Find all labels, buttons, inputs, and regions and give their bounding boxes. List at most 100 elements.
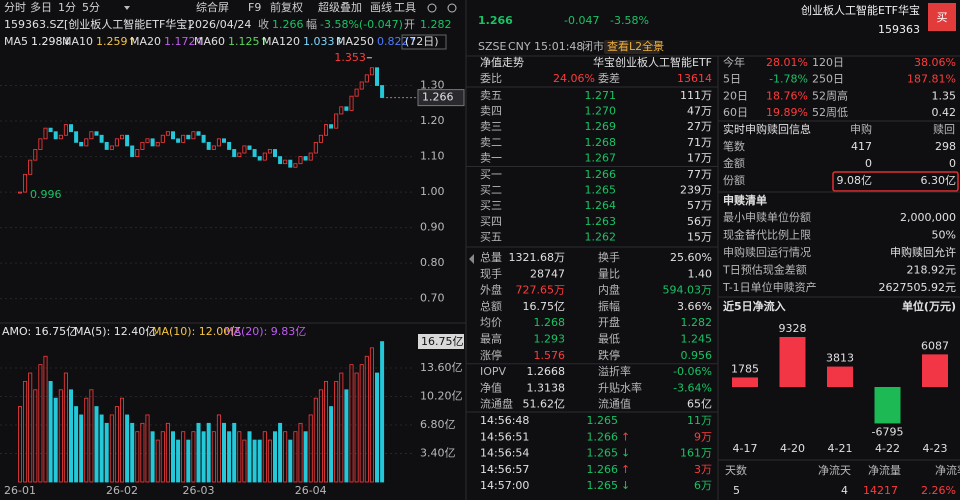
volume-bar xyxy=(89,389,94,483)
volume-bar xyxy=(84,397,89,483)
sub-value: 0 xyxy=(865,157,872,170)
perf-value: 0.42 xyxy=(932,106,957,119)
level-label: 卖一 xyxy=(480,151,502,164)
tool-button[interactable]: F9 xyxy=(248,1,261,14)
y-tick-label: 1.00 xyxy=(420,185,445,198)
level-label: 卖二 xyxy=(480,136,502,149)
volume-bar xyxy=(313,397,318,483)
favorite-icon[interactable] xyxy=(427,3,437,13)
volume-bar xyxy=(104,422,109,483)
candle xyxy=(114,138,119,147)
tab[interactable]: 分时 xyxy=(4,1,26,14)
volume-bar xyxy=(53,397,58,483)
flow-label: -6795 xyxy=(872,425,904,438)
volume-bar xyxy=(359,364,364,483)
candle xyxy=(247,145,252,150)
volume-bar xyxy=(145,414,150,483)
candle xyxy=(79,141,84,147)
volume-bar xyxy=(334,381,339,483)
volume-bar xyxy=(293,431,298,483)
volume-bar xyxy=(58,389,63,483)
trade-price: 1.266 xyxy=(587,463,619,476)
stat-value: 727.65万 xyxy=(516,284,566,297)
sub-label: 笔数 xyxy=(723,139,745,153)
settings-icon[interactable] xyxy=(447,3,457,13)
candle xyxy=(257,156,262,161)
tab[interactable]: 多日 xyxy=(30,0,52,14)
period-box[interactable] xyxy=(401,34,447,50)
trade-price: 1.265 xyxy=(587,479,619,492)
volume-bar xyxy=(33,389,38,483)
list-label: 现金替代比例上限 xyxy=(723,228,811,242)
candle xyxy=(170,131,175,140)
level-label: 买三 xyxy=(480,199,502,212)
candle xyxy=(232,149,237,157)
stat-value: 594.03万 xyxy=(663,284,713,297)
collapse-arrow[interactable] xyxy=(469,254,474,264)
low-label: 0.996 xyxy=(30,188,62,201)
volume-bar xyxy=(232,422,237,483)
level-volume: 57万 xyxy=(687,199,712,212)
stat-label: 现手 xyxy=(480,266,502,280)
period[interactable]: (72日) xyxy=(405,35,439,48)
volume-bar xyxy=(125,414,130,483)
x-tick-label: 26-01 xyxy=(4,484,36,497)
buy-button[interactable] xyxy=(928,3,956,31)
trade-arrow: ↓ xyxy=(621,479,630,492)
stat-label: 跌停 xyxy=(598,348,620,362)
list-label: 申购赎回运行情况 xyxy=(723,245,811,259)
l2-label[interactable]: 查看L2全景 xyxy=(607,39,664,53)
candle xyxy=(135,149,140,157)
candle xyxy=(339,106,344,115)
volume-bar xyxy=(206,422,211,483)
stat-value: 1.268 xyxy=(534,316,566,329)
tool-button[interactable]: 工具 xyxy=(394,1,416,14)
sub-value: 298 xyxy=(935,140,956,153)
level-label: 卖四 xyxy=(480,105,502,118)
level-label: 买二 xyxy=(480,184,502,197)
flow-bar xyxy=(922,354,948,387)
volume-bar xyxy=(303,431,308,483)
volume-bar xyxy=(374,372,379,483)
volume-bar xyxy=(160,431,165,483)
level-price: 1.263 xyxy=(585,215,617,228)
trade-arrow: ↑ xyxy=(621,463,630,476)
currency: CNY xyxy=(508,40,531,53)
ma-value: 0.822↑ xyxy=(377,35,418,48)
trade-time: 14:56:57 xyxy=(480,463,529,476)
level-volume: 17万 xyxy=(687,151,712,164)
candle xyxy=(186,134,191,140)
nav-trend[interactable]: 净值走势 xyxy=(480,55,524,69)
tool-button[interactable]: 前复权 xyxy=(270,0,303,14)
candle xyxy=(359,81,364,90)
level-price: 1.267 xyxy=(585,151,617,164)
candle xyxy=(303,156,308,161)
volume-bar xyxy=(252,439,257,483)
tool-button[interactable]: 画线 xyxy=(370,0,392,14)
perf-label: 5日 xyxy=(723,73,741,86)
buy-label[interactable]: 买 xyxy=(937,11,948,24)
tab[interactable]: 1分 xyxy=(58,1,76,14)
candle xyxy=(23,173,28,193)
candle xyxy=(28,159,33,175)
tool-button[interactable]: 超级叠加 xyxy=(318,0,362,14)
y-tick-label: 1.30 xyxy=(420,79,445,92)
flow-date: 4-17 xyxy=(733,442,758,455)
candle xyxy=(380,85,385,99)
change: -3.58%(-0.047) xyxy=(320,18,403,31)
summary-head: 净流天 xyxy=(818,463,851,477)
tool-button[interactable]: 综合屏 xyxy=(196,0,229,14)
tab[interactable]: 5分 xyxy=(82,1,100,14)
stat-value: 1.282 xyxy=(681,316,713,329)
high-label: 1.353 xyxy=(334,51,366,64)
candle xyxy=(84,138,89,147)
candle xyxy=(63,124,68,136)
stat-value: -0.06% xyxy=(673,365,712,378)
trade-time: 14:56:51 xyxy=(480,430,529,443)
l2-button[interactable] xyxy=(604,40,660,54)
list-label: 最小申赎单位份额 xyxy=(723,210,811,224)
dropdown-icon[interactable] xyxy=(124,6,130,10)
label: 收 xyxy=(258,17,269,31)
candle xyxy=(58,134,63,140)
